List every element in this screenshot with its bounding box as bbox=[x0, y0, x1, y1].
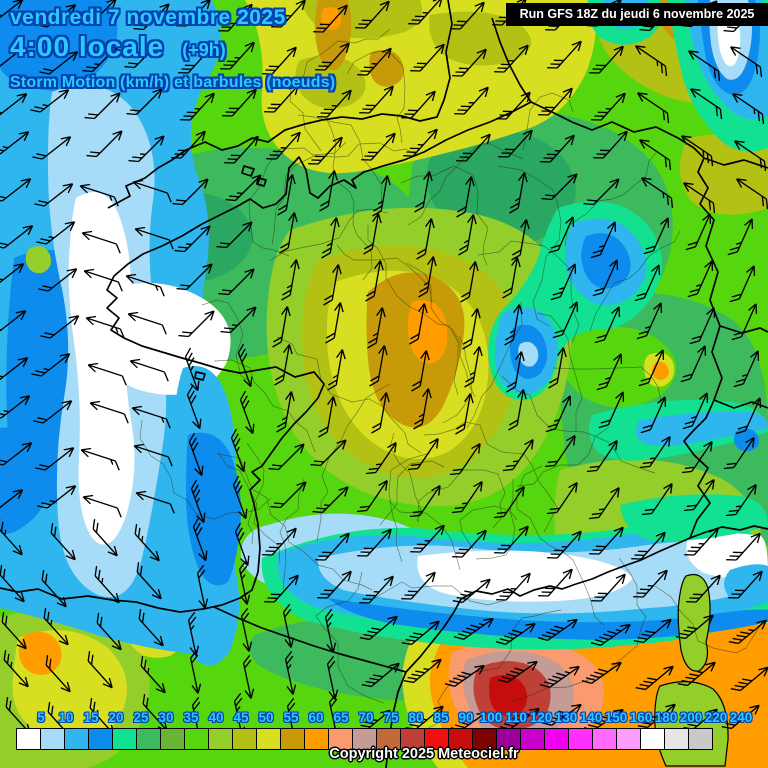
legend-value: 100 bbox=[479, 710, 503, 725]
time-row: 4:00 locale (+9h) bbox=[10, 31, 335, 63]
legend-value: 60 bbox=[308, 710, 324, 725]
legend-value: 180 bbox=[654, 710, 678, 725]
legend-swatch bbox=[40, 728, 65, 750]
legend-value: 50 bbox=[258, 710, 274, 725]
legend-labels: 5 10 15 20 25 30 35 40 45 50 55 60 65 70 75 80 85 90 100 11… bbox=[0, 710, 768, 727]
legend-value: 35 bbox=[183, 710, 199, 725]
legend-value: 15 bbox=[83, 710, 99, 725]
legend-value: 85 bbox=[433, 710, 449, 725]
legend-swatch bbox=[616, 728, 641, 750]
legend-value: 240 bbox=[729, 710, 753, 725]
legend-swatch bbox=[112, 728, 137, 750]
legend-value: 25 bbox=[133, 710, 149, 725]
legend-value: 10 bbox=[58, 710, 74, 725]
legend-swatch bbox=[88, 728, 113, 750]
date-line: vendredi 7 novembre 2025 bbox=[10, 6, 286, 29]
legend-swatch bbox=[640, 728, 665, 750]
legend-swatch bbox=[592, 728, 617, 750]
legend-value: 200 bbox=[679, 710, 703, 725]
legend-swatch bbox=[16, 728, 41, 750]
legend-swatch bbox=[184, 728, 209, 750]
legend-swatch bbox=[304, 728, 329, 750]
legend-swatch bbox=[136, 728, 161, 750]
legend-value: 45 bbox=[233, 710, 249, 725]
admin-borders bbox=[139, 28, 768, 734]
legend-value: 55 bbox=[283, 710, 299, 725]
legend-value: 150 bbox=[604, 710, 628, 725]
legend-value: 5 bbox=[37, 710, 45, 725]
legend-value: 140 bbox=[579, 710, 603, 725]
legend-swatch bbox=[208, 728, 233, 750]
legend-swatch bbox=[544, 728, 569, 750]
legend-swatch bbox=[256, 728, 281, 750]
map-header: vendredi 7 novembre 2025 4:00 locale (+9h… bbox=[10, 6, 335, 92]
legend-swatch bbox=[64, 728, 89, 750]
legend-value: 80 bbox=[408, 710, 424, 725]
legend-value: 70 bbox=[358, 710, 374, 725]
legend-swatch bbox=[160, 728, 185, 750]
legend-value: 220 bbox=[704, 710, 728, 725]
map-subtitle: Storm Motion (km/h) et barbules (noeuds) bbox=[10, 74, 336, 91]
legend-value: 160 bbox=[629, 710, 653, 725]
legend-colorbar bbox=[16, 728, 713, 750]
legend-swatch bbox=[280, 728, 305, 750]
legend-value: 20 bbox=[108, 710, 124, 725]
legend-swatch bbox=[232, 728, 257, 750]
legend-value: 120 bbox=[529, 710, 553, 725]
legend-value: 30 bbox=[158, 710, 174, 725]
legend-swatch bbox=[688, 728, 713, 750]
time-offset: (+9h) bbox=[182, 40, 226, 60]
legend-value: 130 bbox=[554, 710, 578, 725]
legend-value: 90 bbox=[458, 710, 474, 725]
copyright: Copyright 2025 Meteociel.fr bbox=[329, 746, 519, 762]
legend-value: 40 bbox=[208, 710, 224, 725]
legend-swatch bbox=[520, 728, 545, 750]
legend-value: 110 bbox=[505, 710, 527, 725]
legend-value: 75 bbox=[383, 710, 399, 725]
legend-value: 65 bbox=[333, 710, 349, 725]
run-info-box: Run GFS 18Z du jeudi 6 novembre 2025 bbox=[506, 3, 768, 26]
time-line: 4:00 locale bbox=[10, 31, 165, 62]
legend-swatch bbox=[568, 728, 593, 750]
legend-swatch bbox=[664, 728, 689, 750]
